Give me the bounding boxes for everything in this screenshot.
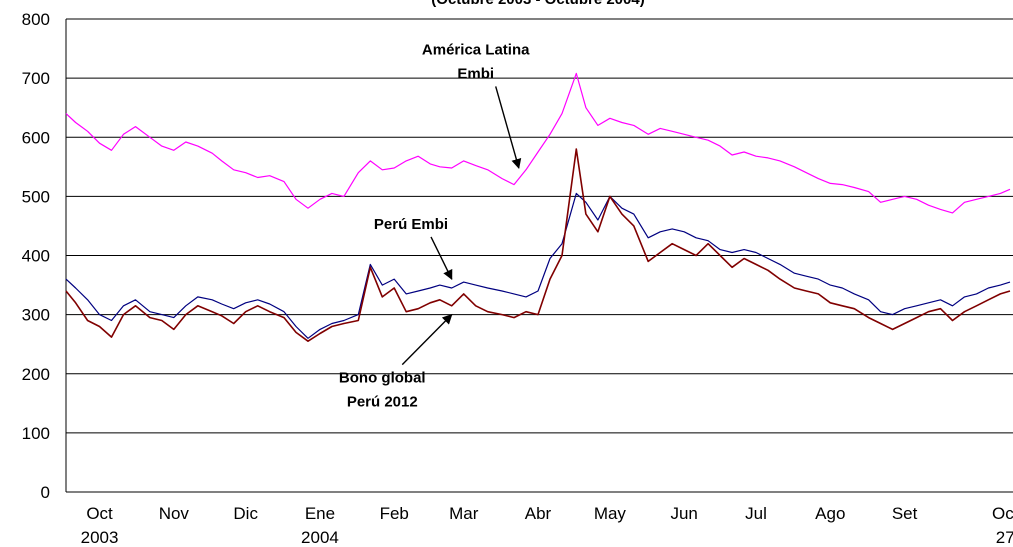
x-tick-month: May [594, 504, 627, 523]
y-axis-tick-labels: 0 100 200 300 400 500 600 700 800 [22, 10, 50, 502]
x-tick-year: 2003 [81, 528, 119, 547]
annotation-arrow [430, 236, 453, 281]
x-tick-month: Oct [992, 504, 1013, 523]
x-tick-month: Mar [449, 504, 479, 523]
x-tick-year: 2004 [301, 528, 339, 547]
series-line-2 [65, 148, 1011, 342]
y-tick-label: 0 [41, 483, 50, 502]
x-tick-month: Feb [380, 504, 409, 523]
x-tick-month: Abr [525, 504, 552, 523]
y-tick-label: 300 [22, 306, 50, 325]
annotation-label: Bono global [339, 370, 426, 387]
x-tick-month: Ago [815, 504, 845, 523]
annotation-label: Perú Embi [374, 216, 448, 233]
x-tick-month: Nov [159, 504, 190, 523]
x-tick-month: Jul [745, 504, 767, 523]
x-tick-year: 27 [996, 528, 1013, 547]
x-tick-month: Set [892, 504, 918, 523]
series-line-0 [65, 72, 1011, 214]
gridlines [65, 18, 1013, 493]
series-line-1 [65, 192, 1011, 339]
y-tick-label: 500 [22, 187, 50, 206]
y-tick-label: 400 [22, 247, 50, 266]
annotation-arrow [401, 313, 453, 366]
annotation-arrow [495, 86, 522, 169]
annotation-label: América Latina [422, 41, 530, 58]
chart-title: (Octubre 2003 - Octubre 2004) [431, 0, 644, 8]
x-tick-month: Jun [670, 504, 697, 523]
y-tick-label: 700 [22, 69, 50, 88]
x-axis-tick-labels: Oct 2003 Nov Dic Ene 2004 Feb Mar Abr May Jun Jul Ag… [81, 504, 1013, 547]
annotation-label: Embi [457, 65, 494, 82]
series-lines [65, 72, 1011, 342]
y-tick-label: 200 [22, 365, 50, 384]
annotations: América Latina Embi Perú Embi Bono global Pe… [339, 41, 530, 410]
x-tick-month: Oct [86, 504, 113, 523]
y-tick-label: 600 [22, 128, 50, 147]
x-tick-month: Dic [233, 504, 258, 523]
y-tick-label: 100 [22, 424, 50, 443]
y-tick-label: 800 [22, 10, 50, 29]
x-tick-month: Ene [305, 504, 335, 523]
annotation-label: Perú 2012 [347, 394, 418, 411]
